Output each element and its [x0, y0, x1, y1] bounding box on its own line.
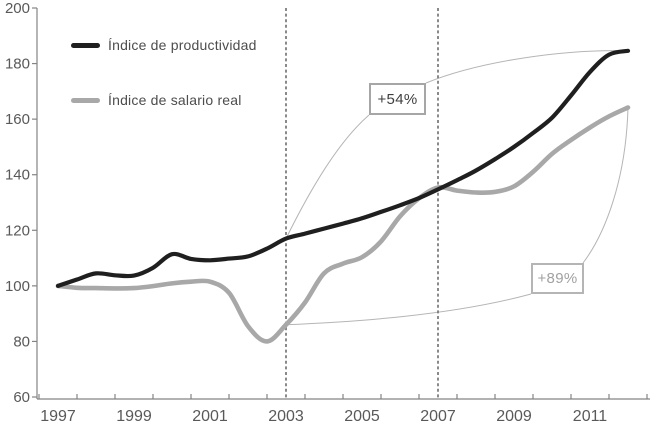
- salario-line-swatch: [71, 97, 100, 103]
- callout-line-54-left: [285, 114, 370, 239]
- y-tick-label: 80: [13, 333, 30, 350]
- legend-item-salario: Índice de salario real: [71, 91, 242, 109]
- x-tick-label: 2007: [420, 408, 456, 425]
- y-tick-label: 100: [5, 278, 30, 295]
- productividad-line-swatch: [71, 42, 100, 48]
- annotation-growth-salario: +89%: [531, 263, 584, 294]
- x-tick-label: 2003: [268, 408, 304, 425]
- y-tick-label: 60: [13, 389, 30, 406]
- x-tick-label: 2001: [192, 408, 228, 425]
- legend-label-productividad: Índice de productividad: [108, 37, 257, 53]
- productividad-series-line: [55, 48, 631, 288]
- x-tick-label: 1997: [40, 408, 76, 425]
- x-tick-label: 2011: [573, 408, 608, 425]
- annotation-growth-productividad: +54%: [369, 83, 426, 115]
- y-tick-label: 200: [5, 0, 30, 17]
- callout-line-89-right: [582, 107, 629, 264]
- callout-line-54-right: [425, 50, 629, 84]
- y-tick-label: 120: [5, 222, 30, 239]
- x-tick-label: 1999: [116, 408, 152, 425]
- salario-series-line: [55, 105, 631, 344]
- callout-line-89-left: [285, 293, 532, 326]
- x-tick-label: 2009: [496, 408, 532, 425]
- legend-item-productividad: Índice de productividad: [71, 36, 257, 54]
- legend-label-salario: Índice de salario real: [108, 92, 242, 108]
- y-tick-label: 160: [5, 111, 30, 128]
- y-tick-label: 180: [5, 56, 30, 73]
- x-tick-label: 2005: [344, 408, 380, 425]
- y-tick-label: 140: [5, 167, 30, 184]
